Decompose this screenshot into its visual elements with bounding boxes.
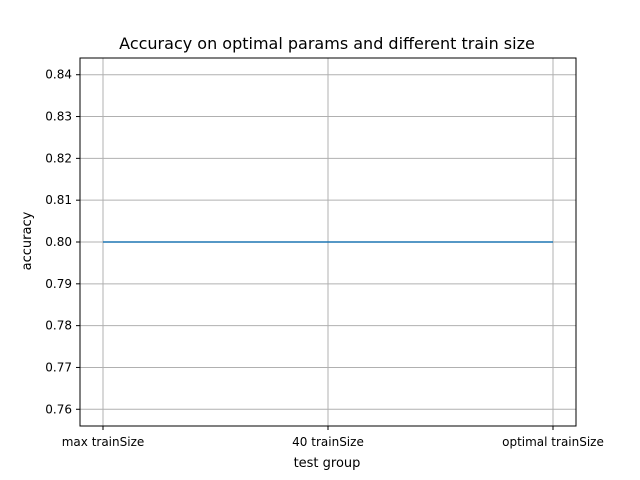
y-tick-label: 0.80 <box>45 235 72 249</box>
x-tick-label: max trainSize <box>62 435 145 449</box>
y-tick-label: 0.76 <box>45 402 72 416</box>
y-tick-label: 0.83 <box>45 110 72 124</box>
y-tick-label: 0.78 <box>45 319 72 333</box>
y-tick-label: 0.84 <box>45 68 72 82</box>
x-axis-label: test group <box>294 456 361 471</box>
y-tick-label: 0.79 <box>45 277 72 291</box>
y-tick-label: 0.82 <box>45 151 72 165</box>
y-axis-label: accuracy <box>20 211 35 270</box>
y-tick-label: 0.77 <box>45 360 72 374</box>
x-tick-label: optimal trainSize <box>502 435 604 449</box>
x-tick-label: 40 trainSize <box>292 435 364 449</box>
chart-title: Accuracy on optimal params and different… <box>119 34 535 53</box>
tick-layer: 0.76 0.77 0.78 0.79 0.80 0.81 0.82 0.83 0.84 max … <box>45 68 604 449</box>
y-tick-label: 0.81 <box>45 193 72 207</box>
